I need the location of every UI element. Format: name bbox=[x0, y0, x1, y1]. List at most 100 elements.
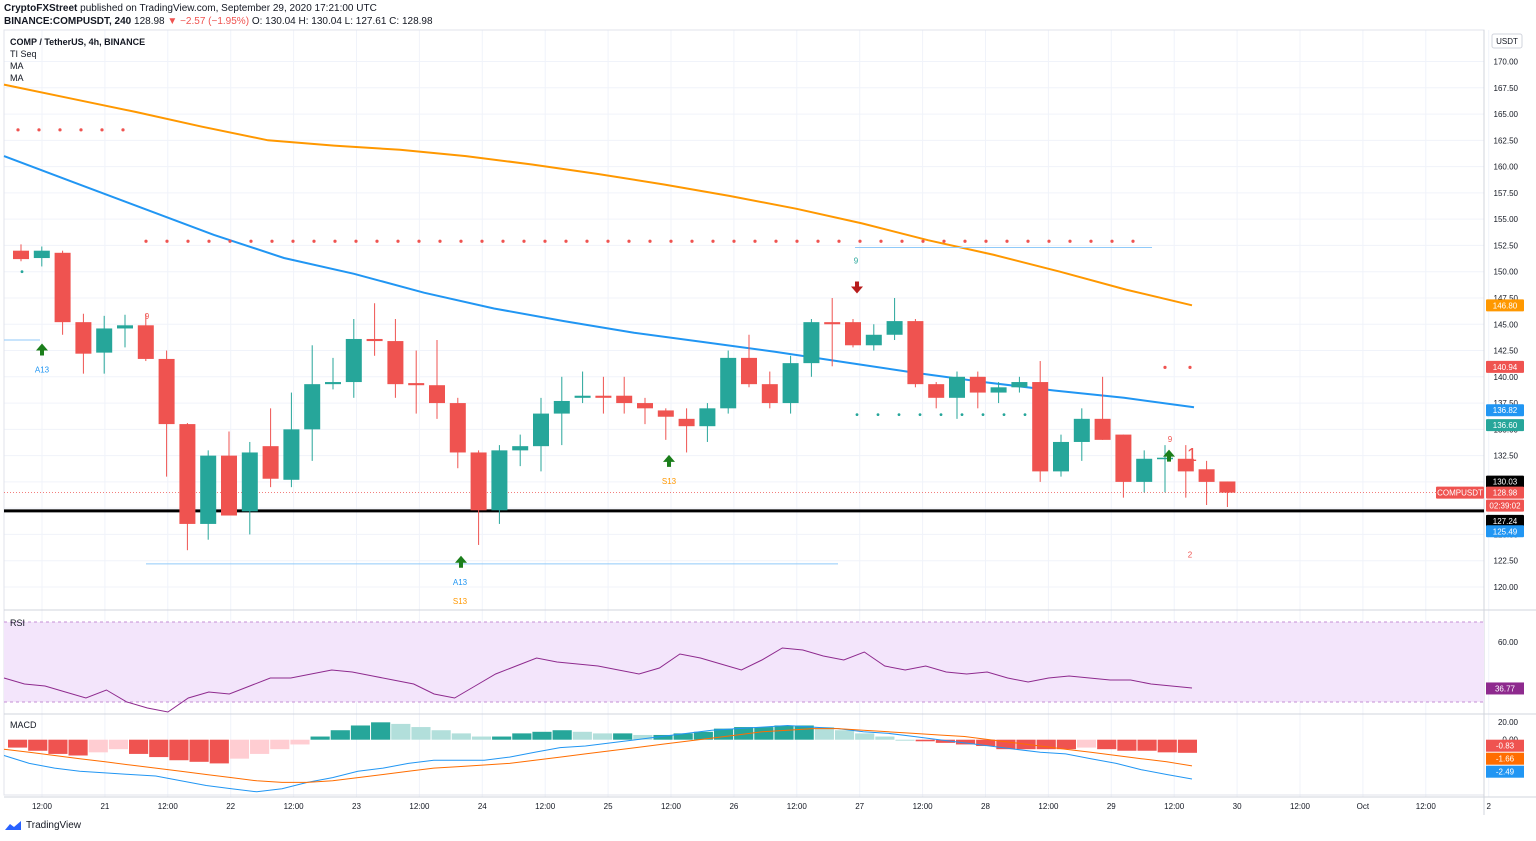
candle-body bbox=[928, 384, 945, 398]
x-tick-label: 12:00 bbox=[32, 802, 53, 811]
rsi-band bbox=[4, 622, 1484, 702]
resistance-dot bbox=[522, 239, 526, 243]
legend-ti-seq[interactable]: TI Seq bbox=[10, 49, 37, 59]
macd-value-bg bbox=[1486, 752, 1524, 765]
macd-histogram-bar bbox=[209, 739, 229, 764]
seq-marker: 9 bbox=[854, 256, 859, 265]
price-label: 02:39:02 bbox=[1489, 502, 1521, 511]
macd-value: -2.49 bbox=[1496, 768, 1515, 777]
resistance-dot bbox=[858, 239, 862, 243]
macd-histogram-bar bbox=[976, 739, 996, 747]
instrument-label: COMPUSDT bbox=[1437, 489, 1483, 498]
resistance-dot bbox=[732, 239, 736, 243]
x-tick-label: 12:00 bbox=[284, 802, 305, 811]
resistance-dot bbox=[37, 128, 41, 132]
currency-badge[interactable] bbox=[1491, 33, 1523, 49]
macd-histogram-bar bbox=[734, 727, 754, 740]
candle-body bbox=[408, 383, 425, 386]
macd-label[interactable]: MACD bbox=[10, 720, 37, 730]
currency-label: USDT bbox=[1496, 37, 1518, 46]
macd-plot bbox=[3, 722, 1197, 793]
macd-histogram-bar bbox=[895, 739, 915, 741]
support-dot bbox=[1002, 413, 1006, 417]
candle-body bbox=[33, 250, 50, 259]
brand-name[interactable]: TradingView bbox=[26, 820, 82, 831]
resistance-dot bbox=[837, 239, 841, 243]
price-change: ▼ −2.57 (−1.95%) bbox=[167, 16, 250, 27]
macd-value: -1.66 bbox=[1496, 755, 1515, 764]
candle-body bbox=[491, 450, 508, 511]
rsi-value: 36.77 bbox=[1495, 684, 1516, 693]
candle-body bbox=[1219, 481, 1236, 493]
resistance-dot bbox=[816, 239, 820, 243]
candle-body bbox=[117, 325, 133, 329]
resistance-dot bbox=[564, 239, 568, 243]
candle-body bbox=[720, 357, 737, 409]
candle-body bbox=[637, 403, 653, 409]
price-label: 136.82 bbox=[1493, 406, 1518, 415]
x-tick-label: 12:00 bbox=[1164, 802, 1185, 811]
rsi-line bbox=[3, 647, 1193, 713]
macd-histogram-bar bbox=[834, 730, 855, 740]
candle-body bbox=[907, 321, 924, 385]
rsi-label[interactable]: RSI bbox=[10, 618, 25, 628]
resistance-dot bbox=[585, 239, 589, 243]
y-tick-label: 137.50 bbox=[1494, 399, 1519, 408]
candle-body bbox=[1011, 382, 1028, 388]
candle-body bbox=[366, 338, 383, 342]
support-dot bbox=[918, 413, 922, 417]
candle-body bbox=[699, 408, 716, 427]
ohlc-open: O: 130.04 bbox=[251, 16, 296, 27]
y-tick-label: 140.00 bbox=[1494, 373, 1519, 382]
x-tick-label: 12:00 bbox=[1416, 802, 1437, 811]
last-price: 128.98 bbox=[134, 16, 165, 27]
buy-arrow-icon bbox=[36, 343, 48, 356]
support-dot bbox=[876, 413, 880, 417]
y-tick-label: 157.50 bbox=[1494, 189, 1519, 198]
macd-histogram-bar bbox=[391, 723, 411, 740]
candle-body bbox=[990, 387, 1007, 393]
price-label-bg bbox=[1486, 419, 1524, 432]
macd-histogram-bar bbox=[270, 739, 290, 750]
candle-body bbox=[304, 384, 321, 430]
macd-histogram-bar bbox=[855, 733, 875, 740]
x-tick-label: 12:00 bbox=[409, 802, 430, 811]
tradingview-logo-icon[interactable] bbox=[4, 820, 22, 831]
ohlc-close: C: 128.98 bbox=[389, 16, 433, 27]
legend-ma-1[interactable]: MA bbox=[10, 61, 24, 71]
resistance-dot bbox=[16, 128, 20, 132]
ohlc-high: H: 130.04 bbox=[298, 16, 342, 27]
candle-body bbox=[283, 429, 300, 480]
resistance-dot bbox=[1068, 239, 1072, 243]
buy-arrow-icon bbox=[1163, 449, 1175, 462]
macd-histogram-bar bbox=[88, 739, 108, 753]
x-tick-label: 12:00 bbox=[661, 802, 682, 811]
macd-histogram-bar bbox=[431, 730, 451, 740]
y-tick-label: 162.50 bbox=[1494, 136, 1519, 145]
resistance-dot bbox=[144, 239, 148, 243]
macd-histogram-bar bbox=[229, 739, 250, 759]
macd-histogram-bar bbox=[875, 736, 895, 740]
candle-body bbox=[345, 338, 362, 383]
macd-value-bg bbox=[1486, 739, 1524, 752]
macd-histogram-bar bbox=[1137, 739, 1157, 751]
publish-header: CryptoFXStreet published on TradingView.… bbox=[4, 2, 433, 28]
macd-histogram-bar bbox=[169, 739, 189, 761]
publisher-name[interactable]: CryptoFXStreet bbox=[4, 3, 78, 14]
macd-histogram-bar bbox=[350, 725, 371, 740]
price-label: 128.98 bbox=[1493, 489, 1518, 498]
macd-histogram-bar bbox=[693, 731, 713, 740]
legend-ma-2[interactable]: MA bbox=[10, 73, 24, 83]
resistance-dot bbox=[711, 239, 715, 243]
x-tick-label: 29 bbox=[1107, 802, 1116, 811]
rsi-tick-label: 60.00 bbox=[1498, 638, 1519, 647]
candle-body bbox=[387, 341, 404, 385]
y-tick-label: 122.50 bbox=[1494, 557, 1519, 566]
macd-line bbox=[3, 724, 1193, 793]
resistance-dot bbox=[690, 239, 694, 243]
x-tick-label: 12:00 bbox=[1290, 802, 1311, 811]
x-tick-label: 28 bbox=[981, 802, 990, 811]
price-plot: A13 9 S13 9 9 A13 S13 1 2 bbox=[3, 83, 1484, 606]
candle-body bbox=[137, 325, 154, 359]
